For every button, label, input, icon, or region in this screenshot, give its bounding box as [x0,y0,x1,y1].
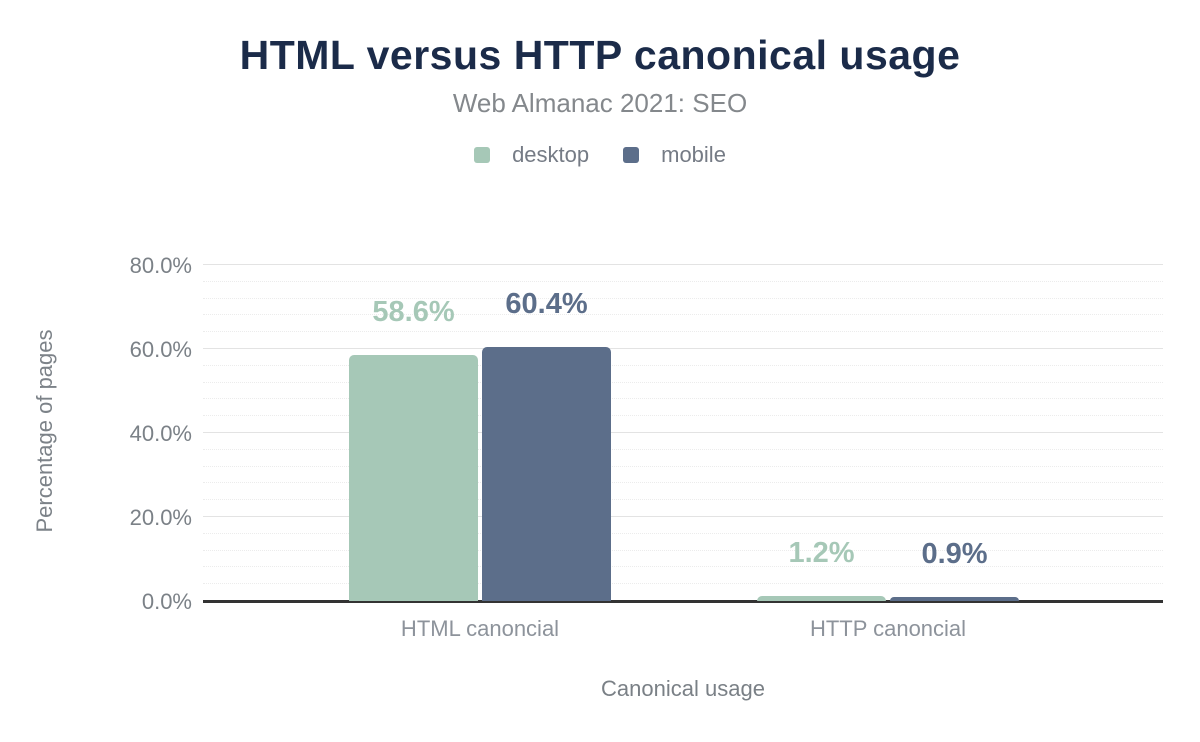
legend-label-mobile: mobile [661,142,726,167]
y-tick-label: 0.0% [141,589,192,614]
legend-item-desktop: desktop [474,142,589,168]
bar-value-label-mobile-2: 0.9% [921,538,988,571]
x-category-label: HTTP canoncial [809,616,967,641]
gridline-major [203,432,1163,433]
bar-mobile-html-canoncial [482,347,611,601]
bar-value-label-mobile-1: 60.4% [505,288,588,321]
y-tick-label: 20.0% [129,505,192,530]
gridline-minor [203,499,1163,501]
gridline-major [203,264,1163,265]
y-axis-title: Percentage of pages [32,329,57,533]
gridline-minor [203,549,1163,551]
y-tick-label: 80.0% [129,253,192,278]
bar-desktop-http-canoncial [757,595,886,601]
legend-label-desktop: desktop [512,142,590,167]
y-tick-label: 40.0% [129,421,192,446]
gridline-minor [203,314,1163,316]
gridline-minor [203,297,1163,299]
gridline-minor [203,381,1163,383]
chart-subtitle: Web Almanac 2021: SEO [452,88,748,118]
x-axis-baseline [203,600,1163,603]
x-axis-title: Canonical usage [601,676,765,701]
y-tick-label: 60.0% [129,337,192,362]
legend-item-mobile: mobile [623,142,726,168]
legend-swatch-desktop-icon [474,147,491,163]
gridline-minor [203,448,1163,450]
gridline-minor [203,583,1163,585]
x-category-label: HTML canoncial [400,616,560,641]
legend-swatch-mobile-icon [623,147,640,163]
gridline-minor [203,280,1163,282]
bar-desktop-html-canoncial [349,354,478,601]
gridline-minor [203,364,1163,366]
bar-mobile-http-canoncial [890,597,1019,601]
gridline-minor [203,532,1163,534]
gridline-minor [203,331,1163,333]
legend: desktop mobile [0,142,1200,168]
gridline-major [203,516,1163,517]
chart-title: HTML versus HTTP canonical usage [239,32,961,78]
gridline-major [203,348,1163,349]
bar-value-label-desktop-1: 58.6% [372,295,455,328]
gridline-minor [203,482,1163,484]
plot-area: 58.6% 60.4% 1.2% 0.9% [203,245,1163,603]
gridline-minor [203,465,1163,467]
gridline-minor [203,566,1163,568]
gridline-minor [203,415,1163,417]
gridline-minor [203,398,1163,400]
bar-value-label-desktop-2: 1.2% [788,536,855,569]
